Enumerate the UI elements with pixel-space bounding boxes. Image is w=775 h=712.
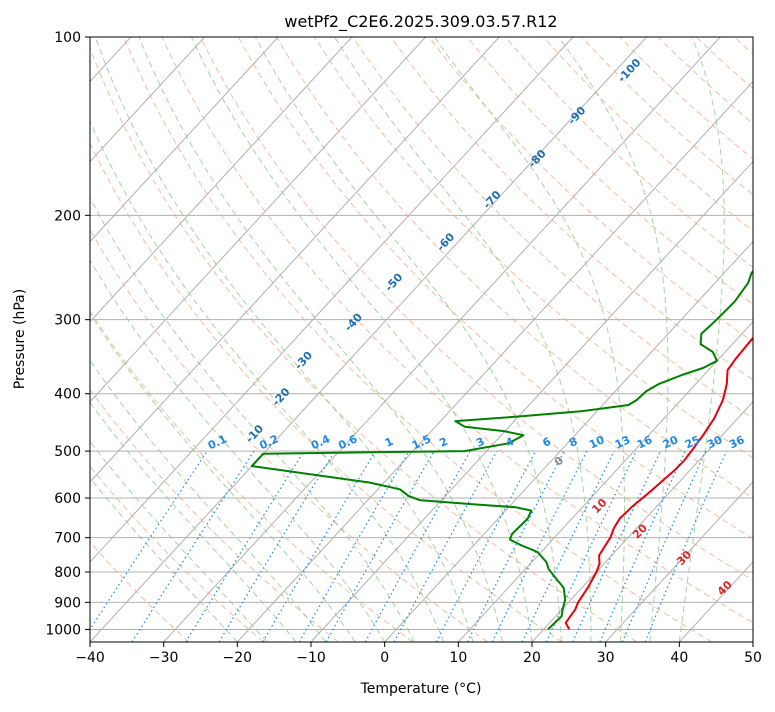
y-axis-label: Pressure (hPa) (12, 289, 28, 389)
dry-adiabat (582, 37, 775, 642)
mixing-ratio-label: 0.4 (309, 432, 332, 452)
plot-frame (90, 37, 753, 642)
mixing-ratio-line (132, 451, 254, 642)
y-tick-label: 400 (54, 387, 81, 403)
moist-adiabat (58, 37, 443, 642)
dry-adiabat (0, 37, 189, 642)
isotherm-line (0, 37, 278, 642)
dry-adiabat (734, 37, 775, 642)
isotherm-line (679, 37, 775, 642)
dry-adiabat (315, 37, 775, 642)
isotherm-label: -50 (382, 270, 405, 294)
background-lines (0, 37, 775, 642)
dry-adiabat (658, 37, 775, 642)
x-tick-label: 20 (523, 650, 541, 666)
x-tick-label: 0 (380, 650, 389, 666)
y-tick-label: 200 (54, 208, 81, 224)
y-tick-label: 100 (54, 30, 81, 46)
dry-adiabat (86, 37, 637, 642)
isotherm-label: -80 (526, 147, 549, 171)
mixing-ratio-line (522, 451, 614, 642)
moist-adiabat (0, 133, 326, 642)
y-tick-label: 300 (54, 313, 81, 329)
mixing-ratio-label: 6 (541, 435, 554, 450)
dry-adiabat (696, 37, 775, 642)
isotherm-line (532, 37, 775, 642)
moist-adiabat (0, 166, 267, 642)
mixing-ratio-label: 4 (504, 435, 517, 450)
x-tick-label: 40 (670, 650, 688, 666)
adiabat-label: 40 (715, 578, 735, 598)
mixing-ratio-label: 25 (683, 433, 702, 451)
isotherm-label: -20 (270, 385, 293, 409)
y-tick-label: 1000 (45, 622, 81, 638)
y-tick-label: 800 (54, 565, 81, 581)
isotherm-line (0, 37, 57, 642)
x-tick-label: 30 (597, 650, 615, 666)
mixing-ratio-line (546, 451, 636, 642)
isotherm-label: -60 (434, 230, 457, 254)
mixing-ratio-label: 1.5 (410, 432, 433, 452)
dry-adiabat (238, 37, 775, 642)
mixing-ratio-label: 16 (635, 433, 655, 451)
mixing-ratio-line (219, 451, 335, 642)
mixing-ratio-label: 8 (567, 435, 579, 450)
isotherm-line (0, 37, 499, 642)
x-tick-label: −40 (75, 650, 105, 666)
y-tick-label: 500 (54, 444, 81, 460)
chart-title: wetPf2_C2E6.2025.309.03.57.R12 (284, 12, 557, 32)
isotherm-line (0, 37, 352, 642)
mixing-ratio-line (645, 451, 726, 642)
x-tick-label: −10 (296, 650, 326, 666)
moist-adiabat (37, 73, 414, 642)
mixing-ratio-line (600, 451, 685, 642)
isotherm-line (237, 37, 775, 642)
isotherm-label: -70 (481, 188, 504, 212)
isotherm-line (164, 37, 721, 642)
x-tick-label: 10 (449, 650, 467, 666)
x-tick-label: −20 (223, 650, 253, 666)
mixing-ratio-label: 13 (613, 433, 632, 451)
y-tick-label: 900 (54, 595, 81, 611)
isotherm-line (90, 37, 647, 642)
mixing-ratio-label: 2 (437, 435, 449, 450)
adiabat-label: 0 (552, 454, 567, 469)
dry-adiabat (0, 37, 338, 642)
mixing-ratio-label: 20 (661, 433, 681, 451)
isotherm-line (753, 37, 775, 642)
isotherm-label: -100 (615, 56, 644, 85)
isotherm-label: -40 (342, 310, 365, 334)
adiabat-label: 20 (630, 521, 650, 541)
moist-adiabat (0, 181, 237, 642)
y-tick-label: 600 (54, 491, 81, 507)
mixing-ratio-label: 10 (587, 433, 607, 451)
mixing-ratio-line (573, 451, 661, 642)
dry-adiabat (506, 37, 775, 642)
x-tick-label: −30 (149, 650, 179, 666)
adiabat-label: 10 (589, 496, 609, 516)
x-axis-label: Temperature (°C) (360, 681, 482, 697)
mixing-ratio-label: 0.1 (206, 432, 229, 452)
isotherm-line (16, 37, 573, 642)
mixing-ratio-label: 0.6 (336, 432, 359, 452)
x-tick-label: 50 (744, 650, 762, 666)
moist-adiabat (0, 114, 355, 642)
mixing-ratio-label: 1 (383, 435, 395, 450)
mixing-ratio-label: 36 (727, 433, 747, 451)
mixing-ratio-line (365, 451, 470, 642)
temperature-profile-line (566, 37, 775, 629)
isotherm-label: -30 (292, 349, 315, 373)
dry-adiabat (467, 37, 775, 642)
y-tick-label: 700 (54, 531, 81, 547)
moist-adiabat (192, 37, 533, 642)
dry-adiabat (544, 37, 775, 642)
isotherm-line (0, 37, 426, 642)
mixing-ratio-line (468, 451, 565, 642)
